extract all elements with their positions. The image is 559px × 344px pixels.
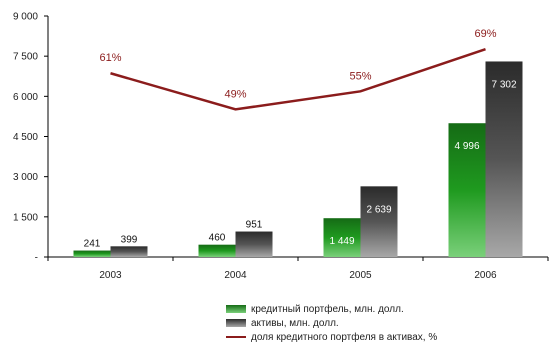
x-tick-label: 2006 bbox=[474, 270, 497, 281]
bar-value-label: 460 bbox=[209, 233, 226, 244]
legend-swatch-assets bbox=[226, 319, 246, 327]
legend-item-share: доля кредитного портфеля в активах, % bbox=[226, 330, 437, 344]
share-value-label: 55% bbox=[349, 70, 371, 82]
bar-assets bbox=[110, 246, 148, 257]
x-tick-label: 2005 bbox=[349, 270, 372, 281]
x-tick-label: 2003 bbox=[99, 270, 122, 281]
share-value-label: 61% bbox=[99, 52, 121, 64]
bar-loan-portfolio bbox=[73, 250, 111, 257]
y-tick-label: 9 000 bbox=[13, 12, 38, 23]
bar-loan-portfolio bbox=[448, 123, 486, 257]
share-value-label: 49% bbox=[224, 88, 246, 100]
legend-label-loan-portfolio: кредитный портфель, млн. долл. bbox=[251, 303, 404, 315]
bar-loan-portfolio bbox=[198, 244, 236, 257]
bar-value-label: 2 639 bbox=[366, 204, 391, 215]
y-tick-label: 4 500 bbox=[13, 132, 38, 143]
y-tick-label: 1 500 bbox=[13, 212, 38, 223]
bar-value-label: 4 996 bbox=[454, 141, 479, 152]
bar-assets bbox=[235, 231, 273, 257]
share-value-label: 69% bbox=[474, 28, 496, 40]
y-tick-label: 6 000 bbox=[13, 92, 38, 103]
bar-value-label: 399 bbox=[121, 234, 138, 245]
legend-item-assets: активы, млн. долл. bbox=[226, 316, 437, 330]
y-tick-label: 3 000 bbox=[13, 172, 38, 183]
legend-swatch-loan-portfolio bbox=[226, 305, 246, 313]
legend-item-loan-portfolio: кредитный портфель, млн. долл. bbox=[226, 302, 437, 316]
bar-loan-portfolio bbox=[323, 218, 361, 257]
y-tick-label: - bbox=[35, 253, 38, 264]
legend-label-assets: активы, млн. долл. bbox=[251, 317, 339, 329]
share-line bbox=[110, 47, 486, 111]
legend-label-share: доля кредитного портфеля в активах, % bbox=[251, 331, 438, 343]
bar-value-label: 241 bbox=[84, 239, 101, 250]
bar-value-label: 7 302 bbox=[491, 79, 516, 90]
bar-value-label: 951 bbox=[246, 220, 263, 231]
legend: кредитный портфель, млн. долл. активы, м… bbox=[226, 302, 437, 344]
bar-assets bbox=[485, 61, 523, 258]
bar-assets bbox=[360, 186, 398, 257]
y-tick-label: 7 500 bbox=[13, 52, 38, 63]
bar-value-label: 1 449 bbox=[329, 236, 354, 247]
legend-swatch-share bbox=[226, 336, 246, 338]
x-tick-label: 2004 bbox=[224, 270, 247, 281]
